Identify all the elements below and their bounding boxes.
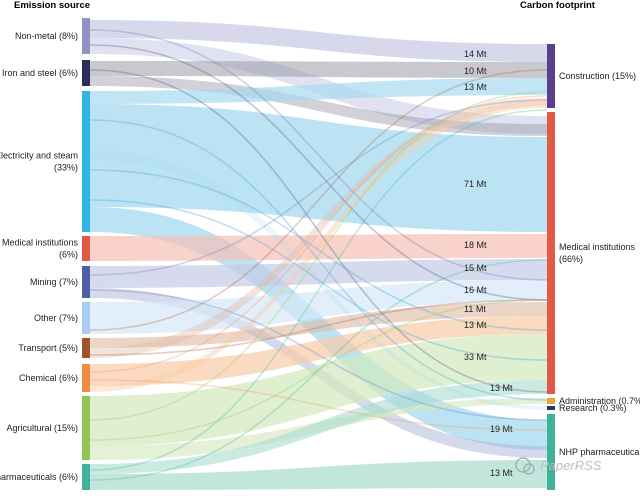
flow-link-7 xyxy=(90,234,547,261)
flow-value-label-3: 71 Mt xyxy=(464,179,487,189)
flow-value-label-10: 13 Mt xyxy=(490,383,513,393)
flow-strand-0 xyxy=(89,29,548,281)
flow-strand-15 xyxy=(89,259,548,481)
flow-value-label-1: 10 Mt xyxy=(464,66,487,76)
source-node-0 xyxy=(82,18,90,54)
flow-strand-6 xyxy=(89,99,548,276)
nodes xyxy=(82,18,555,490)
source-node-9 xyxy=(82,464,90,490)
source-label-2: (33%) xyxy=(54,163,78,173)
flow-strand-5 xyxy=(89,199,548,361)
source-label-8: Agricultural (15%) xyxy=(6,423,78,433)
source-label-2: Electricity and steam xyxy=(0,151,78,161)
flow-link-14 xyxy=(90,100,547,392)
flow-strand-14 xyxy=(89,109,548,471)
target-label-1: (66%) xyxy=(559,254,583,264)
flow-value-label-0: 14 Mt xyxy=(464,49,487,59)
watermark-text: PaperRSS xyxy=(540,458,602,473)
flow-strand-1 xyxy=(89,44,548,301)
flow-strand-9 xyxy=(89,299,548,356)
wechat-icon xyxy=(515,457,531,473)
flow-link-18 xyxy=(90,460,547,490)
header-emission-source: Emission source xyxy=(14,0,90,11)
target-label-4: NHP pharmaceuticals xyxy=(559,447,640,457)
source-label-0: Non-metal (8%) xyxy=(15,31,78,41)
flow-links xyxy=(89,20,548,490)
source-label-7: Chemical (6%) xyxy=(19,373,78,383)
flow-strand-13 xyxy=(89,299,548,441)
flow-link-5 xyxy=(90,104,547,232)
source-node-5 xyxy=(82,302,90,334)
target-label-1: Medical institutions xyxy=(559,242,636,252)
flow-link-4 xyxy=(90,78,547,104)
flow-strand-12 xyxy=(89,91,548,421)
source-label-1: Iron and steel (6%) xyxy=(2,68,78,78)
labels: Emission source Carbon footprint Non-met… xyxy=(0,0,640,482)
source-node-6 xyxy=(82,338,90,358)
flow-value-label-12: 13 Mt xyxy=(490,468,513,478)
flow-value-label-2: 13 Mt xyxy=(464,82,487,92)
flow-link-17 xyxy=(90,380,547,474)
source-node-1 xyxy=(82,60,90,86)
header-carbon-footprint: Carbon footprint xyxy=(520,0,596,11)
flow-value-label-6: 16 Mt xyxy=(464,285,487,295)
flow-strand-8 xyxy=(89,69,548,331)
flow-link-11 xyxy=(90,302,547,348)
target-node-2 xyxy=(547,398,555,404)
source-node-2 xyxy=(82,91,90,232)
flow-strand-7 xyxy=(89,289,548,421)
flow-strand-10 xyxy=(89,95,548,373)
flow-value-label-7: 11 Mt xyxy=(464,304,486,314)
source-label-4: Mining (7%) xyxy=(30,277,78,287)
flow-value-label-11: 19 Mt xyxy=(490,424,513,434)
flow-link-10 xyxy=(90,280,547,334)
source-node-8 xyxy=(82,396,90,460)
flow-link-13 xyxy=(90,316,547,386)
flow-link-8 xyxy=(90,259,547,288)
target-label-0: Construction (15%) xyxy=(559,71,636,81)
flow-value-label-9: 33 Mt xyxy=(464,352,487,362)
target-node-0 xyxy=(547,44,555,108)
flow-strand-11 xyxy=(89,379,548,431)
source-label-3: (6%) xyxy=(59,250,78,260)
flow-link-19 xyxy=(90,150,547,410)
target-label-2: Administration (0.7%) xyxy=(559,396,640,406)
source-node-3 xyxy=(82,236,90,261)
flow-value-label-4: 18 Mt xyxy=(464,240,487,250)
flow-strand-2 xyxy=(89,69,548,393)
flow-value-label-8: 13 Mt xyxy=(464,320,487,330)
target-label-3: Research (0.3%) xyxy=(559,403,627,413)
source-node-4 xyxy=(82,266,90,298)
flow-strand-3 xyxy=(89,119,548,401)
flow-link-2 xyxy=(90,61,547,78)
flow-link-0 xyxy=(90,20,547,62)
flow-strand-4 xyxy=(89,169,548,331)
source-label-9: Pharmaceuticals (6%) xyxy=(0,472,78,482)
source-label-3: Medical institutions xyxy=(2,238,79,248)
watermark: PaperRSS xyxy=(515,457,602,475)
wechat-icon-bubble xyxy=(523,463,535,475)
flow-link-12 xyxy=(90,98,547,358)
source-node-7 xyxy=(82,364,90,392)
source-label-5: Other (7%) xyxy=(34,313,78,323)
target-node-4 xyxy=(547,414,555,490)
flow-value-label-5: 15 Mt xyxy=(464,263,487,273)
target-node-3 xyxy=(547,406,555,410)
flow-link-15 xyxy=(90,334,547,446)
target-node-1 xyxy=(547,112,555,394)
source-label-6: Transport (5%) xyxy=(18,343,78,353)
